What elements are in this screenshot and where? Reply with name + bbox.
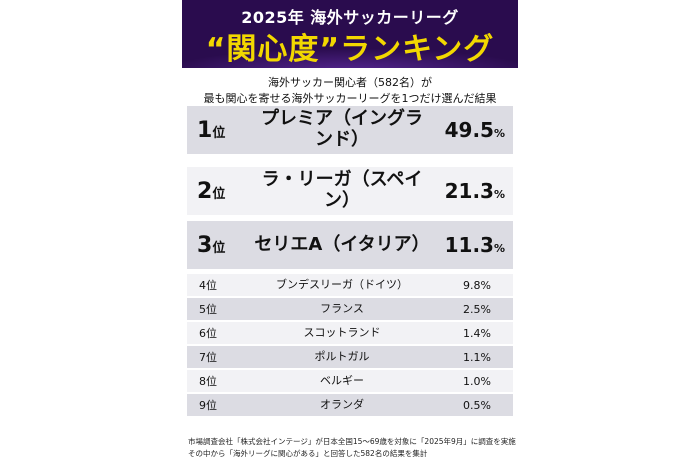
percent-value: 21.3%: [444, 179, 505, 203]
subtitle-line1: 海外サッカー関心者（582名）が: [268, 76, 432, 89]
rank-label: 5位: [199, 303, 217, 316]
league-name: ブンデスリーガ（ドイツ）: [276, 277, 408, 291]
ranking-row-3: 3位 セリエA（イタリア） 11.3%: [187, 221, 513, 269]
league-name: フランス: [320, 301, 364, 315]
league-name: オランダ: [320, 397, 364, 411]
percent-value: 11.3%: [444, 233, 505, 257]
league-name: スコットランド: [303, 325, 381, 339]
league-name: ラ・リーガ（スペイン）: [261, 169, 423, 211]
footnote-line1: 市場調査会社「株式会社インテージ」が日本全国15〜69歳を対象に「2025年9月…: [188, 437, 516, 446]
rank-label: 7位: [199, 351, 217, 364]
rank-label: 2位: [197, 178, 226, 204]
ranking-card: 2025年 海外サッカーリーグ “関心度”ランキング 海外サッカー関心者（582…: [182, 0, 518, 467]
rank-label: 6位: [199, 327, 217, 340]
percent-value: 0.5%: [463, 398, 491, 412]
league-name: プレミア（イングランド）: [261, 108, 423, 150]
ranking-row-7: 7位 ポルトガル 1.1%: [187, 346, 513, 368]
banner-title-line2: “関心度”ランキング: [205, 32, 495, 67]
rank-label: 1位: [197, 117, 226, 143]
league-name: ベルギー: [320, 373, 364, 387]
percent-value: 9.8%: [463, 278, 491, 292]
ranking-row-9: 9位 オランダ 0.5%: [187, 394, 513, 416]
ranking-row-2: 2位 ラ・リーガ（スペイン） 21.3%: [187, 167, 513, 215]
league-name: セリエA（イタリア）: [254, 233, 430, 255]
percent-value: 49.5%: [444, 118, 505, 142]
rank-label: 3位: [197, 232, 226, 258]
league-name: ポルトガル: [314, 349, 370, 363]
footnote-line2: その中から「海外リーグに関心がある」と回答した582名の結果を集計: [188, 449, 428, 458]
rank-label: 8位: [199, 375, 217, 388]
ranking-row-1: 1位 プレミア（イングランド） 49.5%: [187, 106, 513, 154]
ranking-row-6: 6位 スコットランド 1.4%: [187, 322, 513, 344]
banner-title-line1: 2025年 海外サッカーリーグ: [241, 8, 459, 27]
rank-label: 9位: [199, 399, 217, 412]
ranking-row-8: 8位 ベルギー 1.0%: [187, 370, 513, 392]
ranking-row-5: 5位 フランス 2.5%: [187, 298, 513, 320]
percent-value: 1.1%: [463, 350, 491, 364]
percent-value: 2.5%: [463, 302, 491, 316]
ranking-row-4: 4位 ブンデスリーガ（ドイツ） 9.8%: [187, 274, 513, 296]
rank-label: 4位: [199, 279, 217, 292]
banner-glow: [182, 48, 518, 68]
percent-value: 1.4%: [463, 326, 491, 340]
percent-value: 1.0%: [463, 374, 491, 388]
title-banner: 2025年 海外サッカーリーグ “関心度”ランキング: [182, 0, 518, 68]
subtitle-line2: 最も関心を寄せる海外サッカーリーグを1つだけ選んだ結果: [203, 92, 497, 105]
